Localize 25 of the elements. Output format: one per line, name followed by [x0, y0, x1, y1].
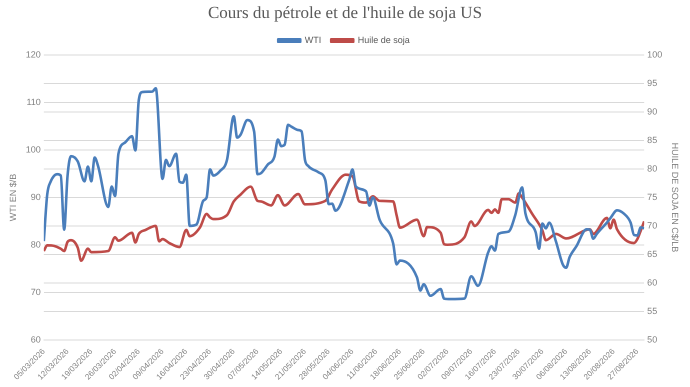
y-tick-label: 80	[30, 239, 41, 250]
y2-tick-label: 100	[647, 49, 662, 60]
y2-tick-label: 90	[647, 106, 658, 116]
y-tick-label: 110	[26, 96, 41, 107]
chart-title: Cours du pétrole et de l'huile de soja US	[206, 2, 484, 24]
y-tick-label: 60	[30, 334, 41, 344]
y-tick-label: 100	[26, 144, 41, 154]
y2-tick-label: 50	[647, 334, 658, 344]
y2-tick-label: 75	[647, 192, 658, 202]
legend-label: Huile de soja	[358, 34, 410, 45]
line-series	[44, 86, 644, 300]
y2-tick-label: 85	[647, 134, 658, 145]
y2-tick-label: 80	[647, 163, 658, 174]
y2-axis-title: HUILE DE SOJA EN C$/LB	[670, 142, 680, 252]
legend-label: WTI	[304, 34, 322, 45]
y2-tick-label: 65	[647, 248, 658, 259]
y-tick-label: 70	[30, 286, 41, 297]
y-tick-label: 90	[30, 192, 41, 202]
y-tick-label: 120	[26, 49, 41, 60]
y-axis-title: WTI EN $/B	[8, 174, 18, 222]
y2-tick-label: 95	[647, 78, 658, 88]
line-series	[44, 173, 644, 262]
y2-tick-label: 60	[647, 277, 658, 288]
y2-tick-label: 70	[647, 220, 658, 230]
y2-tick-label: 55	[647, 306, 658, 316]
